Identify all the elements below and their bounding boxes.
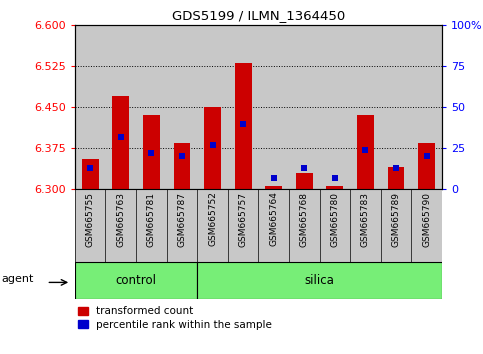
- Bar: [235, 63, 252, 189]
- Bar: [197, 262, 442, 299]
- Text: GSM665781: GSM665781: [147, 192, 156, 247]
- Bar: [412, 25, 442, 189]
- Text: GSM665768: GSM665768: [300, 192, 309, 247]
- Text: GSM665757: GSM665757: [239, 192, 248, 247]
- Bar: [173, 143, 190, 189]
- Text: GSM665787: GSM665787: [177, 192, 186, 247]
- Bar: [197, 25, 228, 189]
- Text: GSM665752: GSM665752: [208, 192, 217, 246]
- Bar: [258, 25, 289, 189]
- Text: GSM665764: GSM665764: [269, 192, 278, 246]
- Legend: transformed count, percentile rank within the sample: transformed count, percentile rank withi…: [75, 304, 274, 332]
- Bar: [75, 262, 197, 299]
- Title: GDS5199 / ILMN_1364450: GDS5199 / ILMN_1364450: [172, 9, 345, 22]
- Text: control: control: [115, 274, 156, 287]
- Bar: [75, 25, 105, 189]
- Bar: [105, 189, 136, 262]
- Bar: [197, 189, 228, 262]
- Bar: [327, 185, 343, 189]
- Bar: [136, 189, 167, 262]
- Text: GSM665789: GSM665789: [392, 192, 400, 247]
- Bar: [136, 25, 167, 189]
- Bar: [289, 189, 320, 262]
- Bar: [228, 25, 258, 189]
- Bar: [418, 143, 435, 189]
- Bar: [412, 189, 442, 262]
- Bar: [75, 189, 105, 262]
- Bar: [296, 173, 313, 189]
- Bar: [388, 167, 404, 189]
- Bar: [167, 189, 197, 262]
- Bar: [167, 25, 197, 189]
- Bar: [381, 189, 412, 262]
- Text: GSM665763: GSM665763: [116, 192, 125, 247]
- Text: GSM665780: GSM665780: [330, 192, 340, 247]
- Bar: [113, 96, 129, 189]
- Bar: [105, 25, 136, 189]
- Bar: [204, 107, 221, 189]
- Text: agent: agent: [1, 274, 34, 284]
- Text: GSM665755: GSM665755: [85, 192, 95, 247]
- Bar: [82, 159, 99, 189]
- Text: GSM665790: GSM665790: [422, 192, 431, 247]
- Bar: [320, 189, 350, 262]
- Bar: [381, 25, 412, 189]
- Bar: [258, 189, 289, 262]
- Bar: [357, 115, 374, 189]
- Text: silica: silica: [305, 274, 335, 287]
- Bar: [350, 189, 381, 262]
- Bar: [228, 189, 258, 262]
- Bar: [289, 25, 320, 189]
- Bar: [143, 115, 160, 189]
- Bar: [265, 185, 282, 189]
- Bar: [320, 25, 350, 189]
- Text: GSM665783: GSM665783: [361, 192, 370, 247]
- Bar: [350, 25, 381, 189]
